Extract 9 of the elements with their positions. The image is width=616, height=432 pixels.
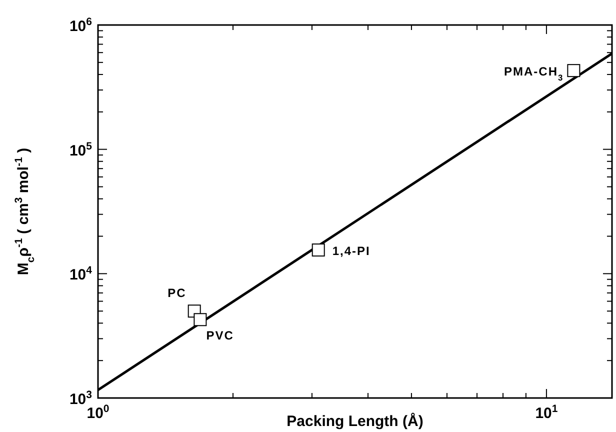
x-axis-title: Packing Length (Å) bbox=[286, 412, 424, 430]
y-tick-label: 10$^{5}$ bbox=[69, 140, 92, 160]
annotation: 1,4-PI bbox=[332, 244, 370, 258]
x-tick-label: 10$^{1}$ bbox=[535, 403, 558, 422]
annotation: PC bbox=[168, 286, 186, 300]
y-tick-label: 10$^{4}$ bbox=[69, 264, 92, 284]
annotation: PMA-CH$_{3}$ bbox=[504, 64, 564, 83]
y-tick-label: 10$^{6}$ bbox=[69, 16, 92, 35]
annotation: PVC bbox=[206, 328, 234, 343]
